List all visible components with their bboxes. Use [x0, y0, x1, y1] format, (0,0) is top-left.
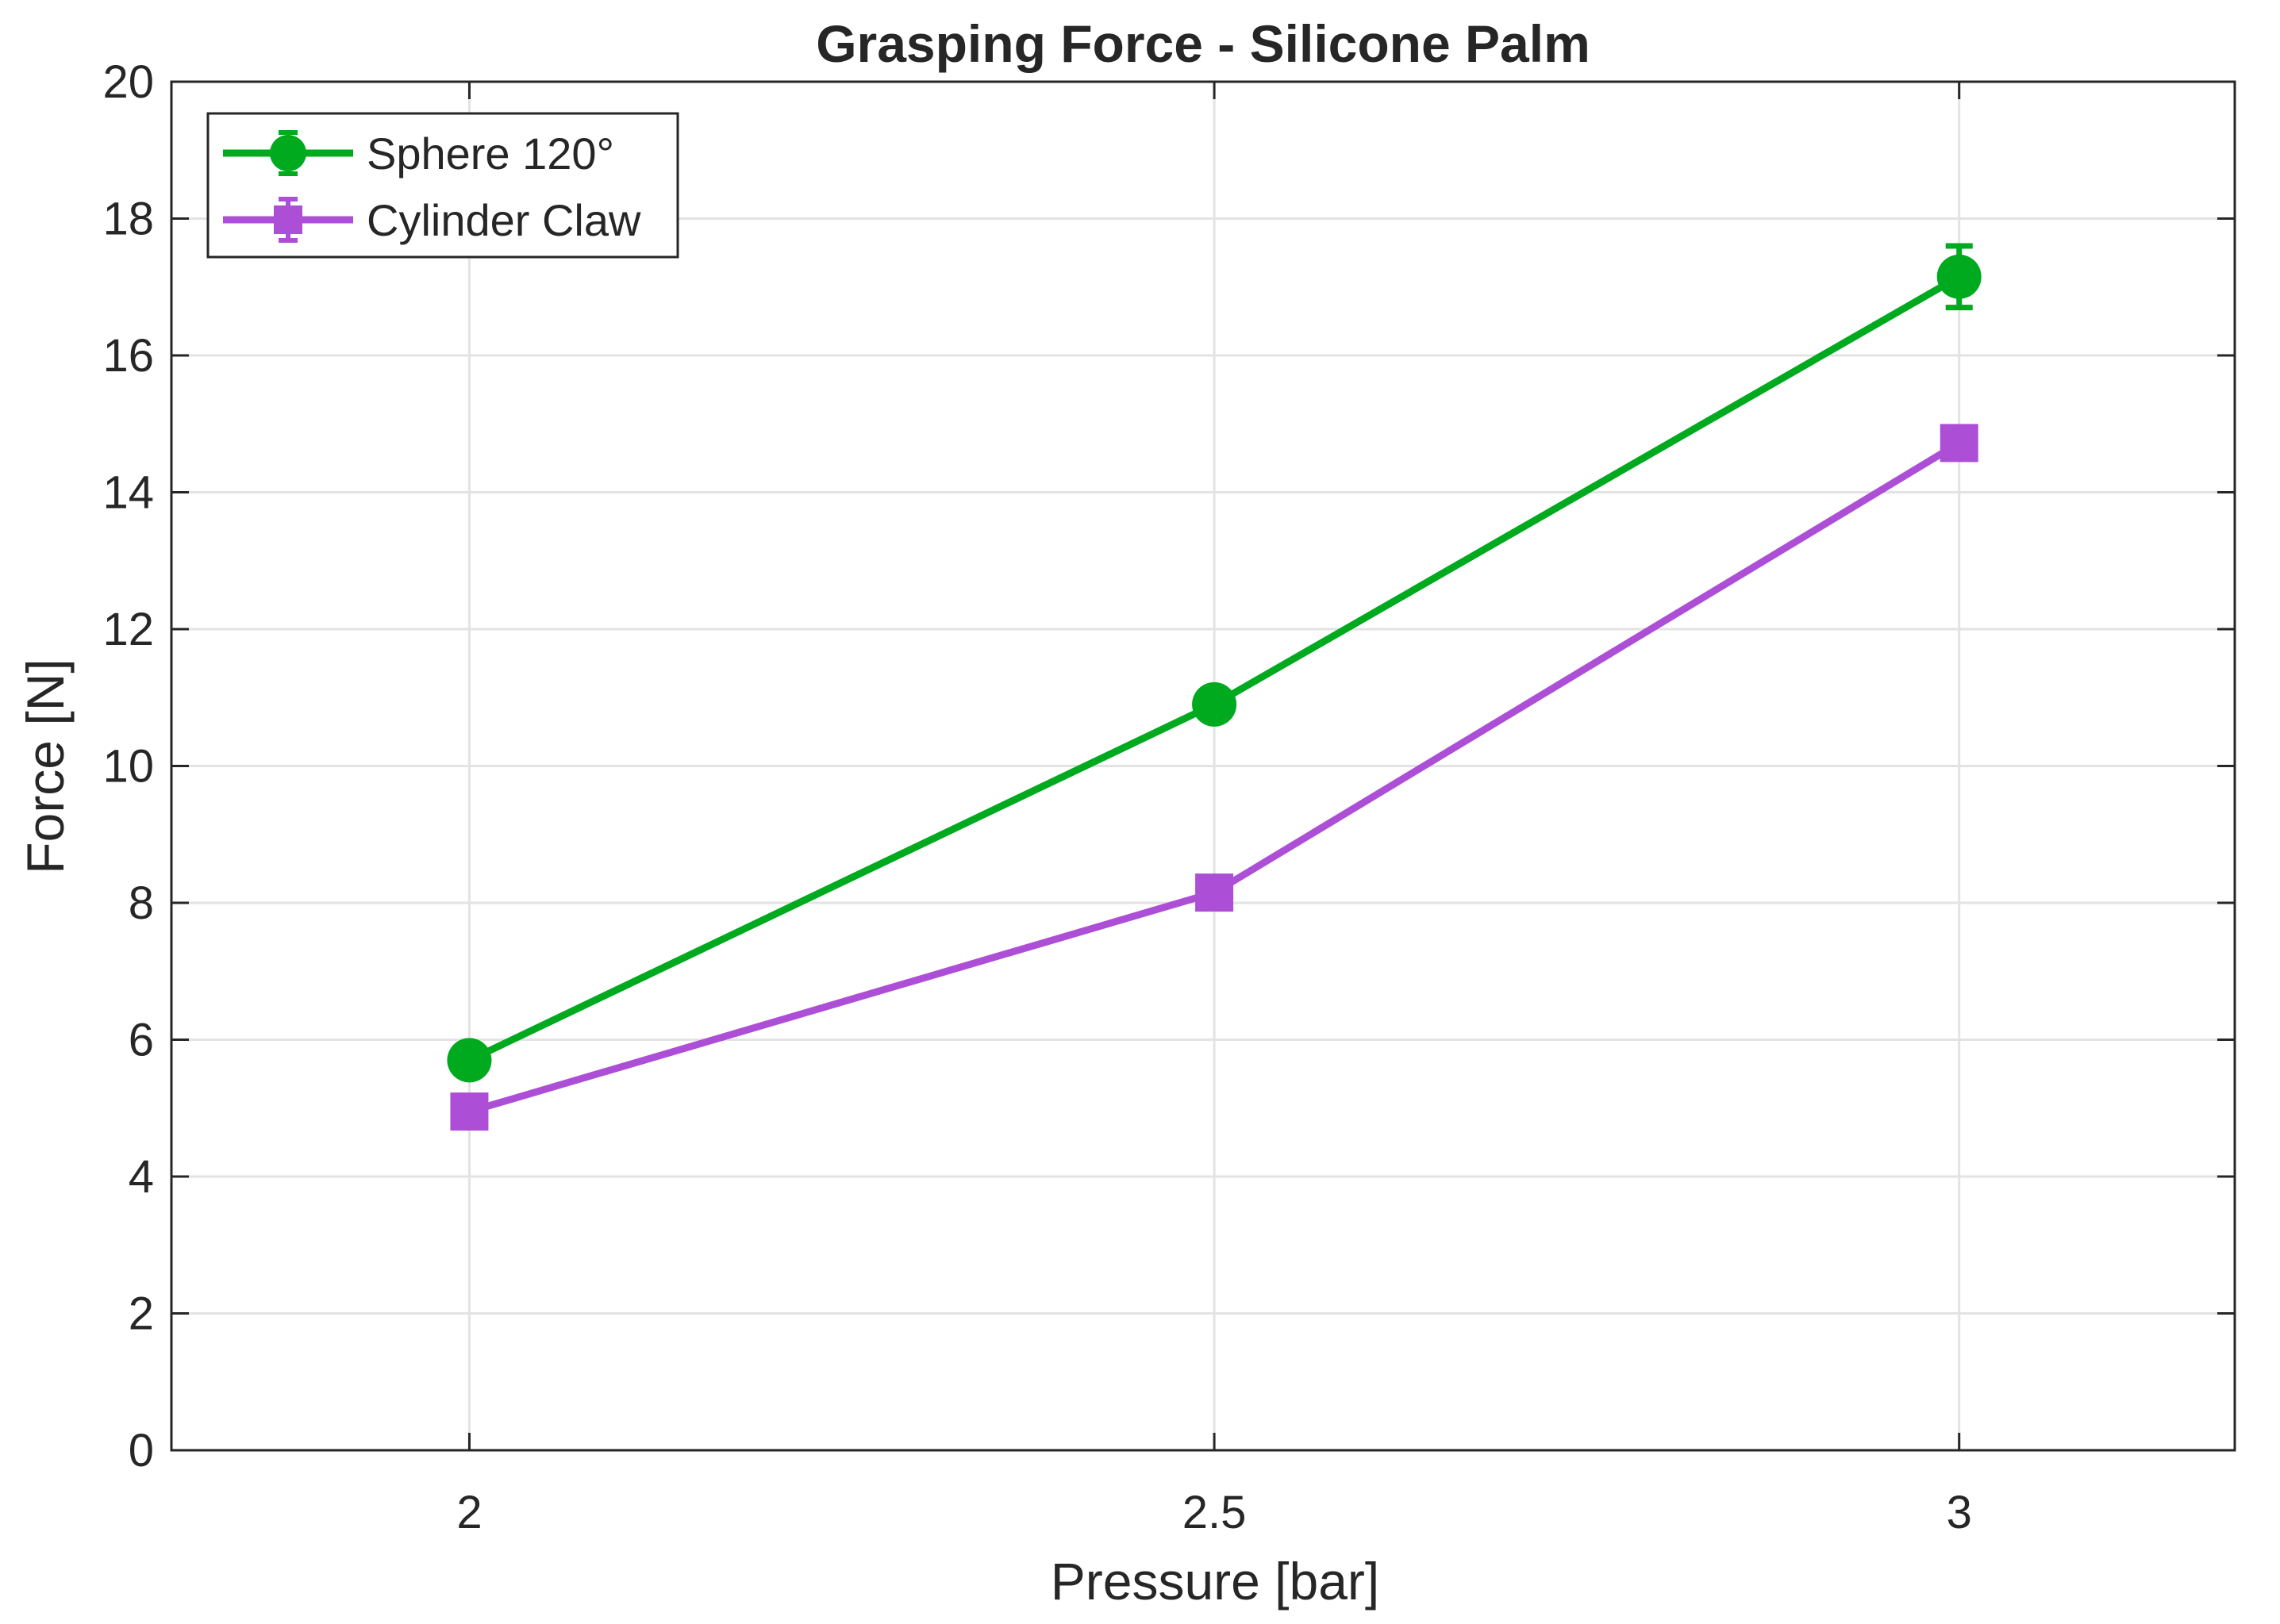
y-tick-label: 0	[129, 1425, 154, 1476]
y-tick-label: 12	[102, 604, 154, 655]
chart-title: Grasping Force - Silicone Palm	[816, 14, 1590, 73]
data-point-circle	[447, 1038, 491, 1082]
x-tick-label: 2.5	[1182, 1487, 1247, 1538]
legend: Sphere 120° Cylinder Claw	[208, 113, 678, 257]
legend-label: Cylinder Claw	[367, 195, 641, 245]
x-axis-label: Pressure [bar]	[1051, 1552, 1380, 1611]
data-point-circle	[1192, 682, 1236, 727]
y-tick-label: 8	[129, 877, 154, 929]
x-tick-label: 2	[456, 1487, 482, 1538]
data-point-square	[1195, 873, 1233, 912]
data-point-circle	[270, 135, 306, 171]
y-axis-label: Force [N]	[16, 658, 75, 873]
y-tick-label: 16	[102, 330, 154, 382]
data-point-circle	[1937, 255, 1982, 299]
legend-entry: Cylinder Claw	[223, 195, 641, 245]
y-tick-label: 10	[102, 741, 154, 793]
x-tick-label: 3	[1947, 1487, 1972, 1538]
y-tick-label: 4	[129, 1151, 154, 1203]
legend-label: Sphere 120°	[367, 129, 614, 179]
data-point-square	[274, 205, 302, 234]
data-point-square	[1940, 424, 1978, 462]
y-tick-label: 6	[129, 1015, 154, 1066]
y-tick-label: 18	[102, 194, 154, 245]
y-tick-label: 20	[102, 56, 154, 108]
data-point-square	[450, 1092, 488, 1131]
y-tick-label: 14	[102, 467, 154, 519]
y-tick-label: 2	[129, 1288, 154, 1340]
